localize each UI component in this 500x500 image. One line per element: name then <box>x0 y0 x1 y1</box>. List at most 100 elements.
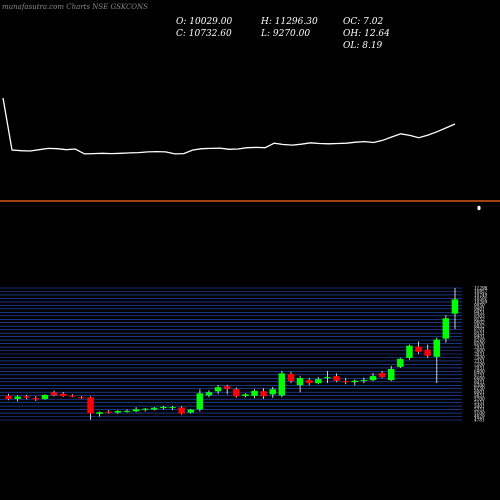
candle-body <box>87 397 94 414</box>
candle-body <box>169 407 176 409</box>
open-value: O: 10029.00 <box>176 17 233 27</box>
oc-value: OC: 7.02 <box>343 17 384 27</box>
candle-body <box>242 394 249 396</box>
candle-body <box>333 376 340 381</box>
y-tick-label: 7351 <box>474 358 485 363</box>
candle-body <box>278 373 286 396</box>
y-tick-label: 5251 <box>474 407 485 412</box>
y-tick-label: 11296 <box>474 286 488 291</box>
candle-body <box>269 389 276 395</box>
candle-body <box>360 379 368 381</box>
y-tick-label: 9451 <box>474 310 485 315</box>
y-tick-label: 5100 <box>474 411 485 416</box>
candle-body <box>415 346 422 352</box>
candle-body <box>287 374 295 382</box>
y-tick-label: 6600 <box>474 376 485 381</box>
candle-body <box>214 387 222 392</box>
watermark: munafasutra.com Charts NSE GSKCONS <box>2 3 148 11</box>
candle-body <box>50 392 58 396</box>
y-tick-label: 7951 <box>474 345 485 350</box>
y-tick-label: 7651 <box>474 352 485 357</box>
y-tick-label: 10749 <box>474 292 488 297</box>
candle-body <box>406 345 413 358</box>
candle-body <box>187 409 194 413</box>
y-tick-label: 8401 <box>474 334 485 339</box>
high-value: H: 11296.30 <box>261 17 318 27</box>
candle-body <box>324 377 331 379</box>
y-tick-label: 8701 <box>474 327 485 332</box>
y-tick-label: 5551 <box>474 400 485 405</box>
candle-body <box>451 299 459 314</box>
y-tick-label: 10591 <box>474 296 487 301</box>
y-tick-label: 5700 <box>474 397 485 402</box>
y-tick-label: 4929 <box>473 414 485 419</box>
y-tick-label: 9950 <box>474 303 485 308</box>
y-tick-label: 7200 <box>474 362 485 367</box>
y-tick-label: 6900 <box>474 369 485 374</box>
candle-body <box>205 392 213 396</box>
y-tick-label: 8249 <box>474 338 485 343</box>
marker-dot <box>477 205 481 211</box>
candle-body <box>69 395 76 397</box>
y-tick-label: 9002 <box>474 320 485 325</box>
close-value: C: 10732.60 <box>176 29 232 39</box>
candle-body <box>59 393 67 397</box>
y-tick-label: 8551 <box>474 331 485 336</box>
candle-body <box>196 393 204 410</box>
price-line <box>2 97 456 155</box>
candle-body <box>442 318 450 339</box>
y-tick-label: 6451 <box>474 379 485 384</box>
candle-body <box>315 379 322 384</box>
y-tick-label: 7051 <box>474 365 485 370</box>
candle-body <box>41 394 49 399</box>
candle-body <box>5 395 12 399</box>
y-tick-label: 9152 <box>474 317 485 322</box>
candle-body <box>378 373 386 378</box>
y-tick-label: 7500 <box>474 355 485 360</box>
y-tick-label: 7800 <box>474 348 485 353</box>
y-tick-label: 10389 <box>474 299 488 304</box>
y-tick-label: 9303 <box>474 313 485 318</box>
y-tick-label: 6150 <box>474 386 485 391</box>
candle-body <box>78 397 85 399</box>
y-tick-label: 10957 <box>474 289 488 294</box>
candle-body <box>132 409 140 412</box>
y-tick-label: 5851 <box>474 393 485 398</box>
candle-body <box>433 339 440 357</box>
y-tick-label: 6001 <box>474 390 485 395</box>
y-tick-label: 9601 <box>474 306 485 311</box>
candle-body <box>23 396 30 398</box>
candle-body <box>351 380 358 383</box>
candle-body <box>251 390 258 396</box>
candle-body <box>32 397 40 400</box>
candle-body <box>96 412 103 414</box>
y-tick-label: 6300 <box>474 383 485 388</box>
y-tick-label: 5401 <box>474 404 485 409</box>
candle-body <box>151 407 158 410</box>
oh-value: OH: 12.64 <box>343 29 390 39</box>
y-tick-label: 4781 <box>473 418 485 423</box>
candle-body <box>369 376 377 381</box>
candle-body <box>233 389 240 397</box>
y-tick-label: 8100 <box>474 341 485 346</box>
candle-body <box>223 386 231 389</box>
candle-body <box>141 408 149 410</box>
candle-body <box>123 410 131 412</box>
candle-body <box>306 380 313 384</box>
candle-body <box>397 358 404 367</box>
candle-body <box>178 407 185 414</box>
candle-body <box>260 391 267 397</box>
candle-body <box>14 396 21 399</box>
candle-body <box>114 410 122 413</box>
candle-body <box>296 378 304 386</box>
candle-body <box>424 349 431 356</box>
y-tick-label: 6751 <box>474 372 485 377</box>
y-tick-label: 8852 <box>474 324 485 329</box>
candle-body <box>105 411 112 413</box>
candle-body <box>160 406 167 409</box>
low-value: L: 9270.00 <box>261 29 311 39</box>
candle-body <box>342 381 349 383</box>
ol-value: OL: 8.19 <box>343 41 383 51</box>
candle-body <box>388 369 395 381</box>
